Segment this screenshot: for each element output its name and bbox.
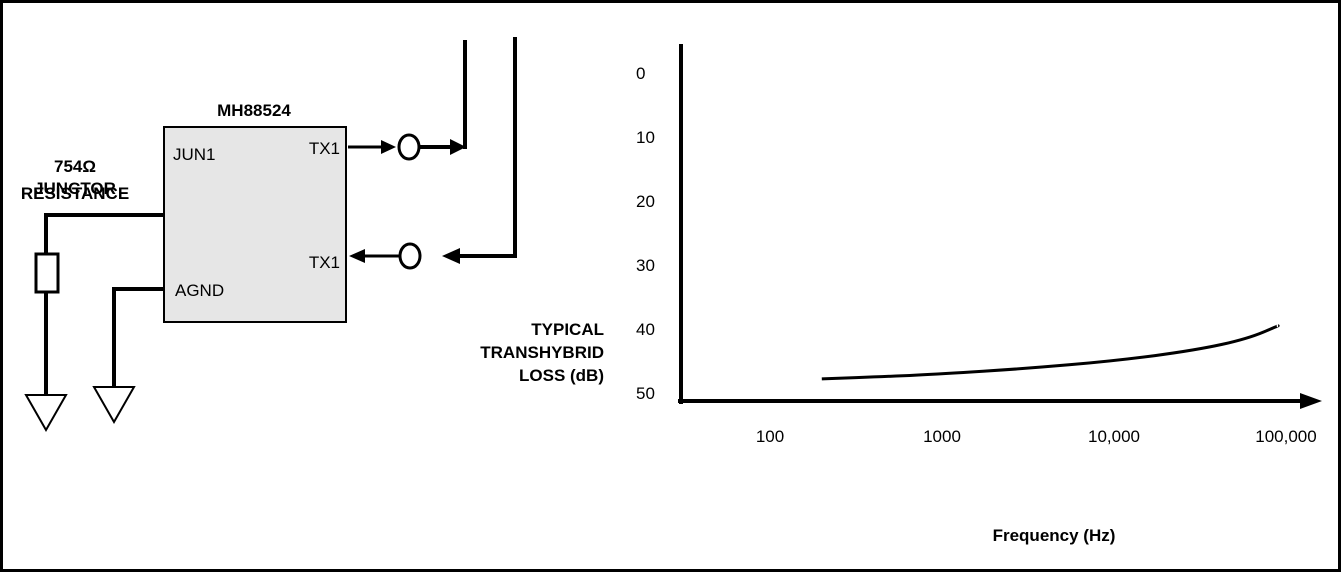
x-tick-labels: 100 1000 10,000 100,000: [756, 427, 1317, 446]
y-axis-title: TYPICAL TRANSHYBRID LOSS (dB): [480, 320, 604, 385]
circuit-schematic: MH88524 JUN1 TX1 TX1 AGND 754Ω JUNCTOR R…: [21, 37, 517, 433]
x-axis-arrowhead: [1300, 393, 1322, 409]
tx1-line-arrowhead: [450, 139, 466, 155]
y-tick-label: 10: [636, 128, 655, 147]
agnd-wire: [112, 287, 164, 387]
x-tick-label: 100,000: [1255, 427, 1316, 446]
pin-tx1-top-label: TX1: [309, 139, 340, 158]
pin-jun1-label: JUN1: [173, 145, 216, 164]
x-tick-label: 1000: [923, 427, 961, 446]
resistor-label-line1: JUNCTOR: [34, 179, 116, 198]
rx-line-arrowhead: [442, 248, 460, 264]
y-axis-title-line: TRANSHYBRID: [480, 343, 604, 362]
x-tick-label: 10,000: [1088, 427, 1140, 446]
tx1-out-terminal: [397, 133, 421, 161]
jun1-wire: [44, 213, 164, 254]
y-tick-label: 40: [636, 320, 655, 339]
ground-symbol-left: [24, 394, 68, 433]
y-tick-labels: 0 10 20 30 40 50: [636, 64, 655, 403]
y-axis-title-line: TYPICAL: [531, 320, 604, 339]
y-tick-label: 0: [636, 64, 645, 83]
ground-symbol-right: [92, 386, 136, 425]
data-series-group: [821, 324, 1280, 381]
tx1-in-arrowhead: [349, 249, 365, 263]
y-tick-label: 30: [636, 256, 655, 275]
resistor-value: 754Ω: [54, 157, 96, 176]
x-axis-title: Frequency (Hz): [993, 526, 1116, 545]
resistor-label-line2: RESISTANCE: [21, 184, 129, 203]
tx1-out-arrowhead: [381, 140, 396, 154]
resistor-symbol: [34, 252, 60, 294]
pin-tx1-bottom-label: TX1: [309, 253, 340, 272]
transhybrid-loss-curve: [821, 324, 1280, 381]
y-tick-label: 20: [636, 192, 655, 211]
x-tick-label: 100: [756, 427, 784, 446]
chart-area: TYPICAL TRANSHYBRID LOSS (dB) Frequency (H…: [480, 44, 1322, 545]
chip-name: MH88524: [217, 101, 291, 120]
tx1-in-terminal: [398, 242, 422, 270]
chip-body: [163, 126, 347, 323]
pin-agnd-label: AGND: [175, 281, 224, 300]
y-axis-title-line: LOSS (dB): [519, 366, 604, 385]
y-tick-label: 50: [636, 384, 655, 403]
